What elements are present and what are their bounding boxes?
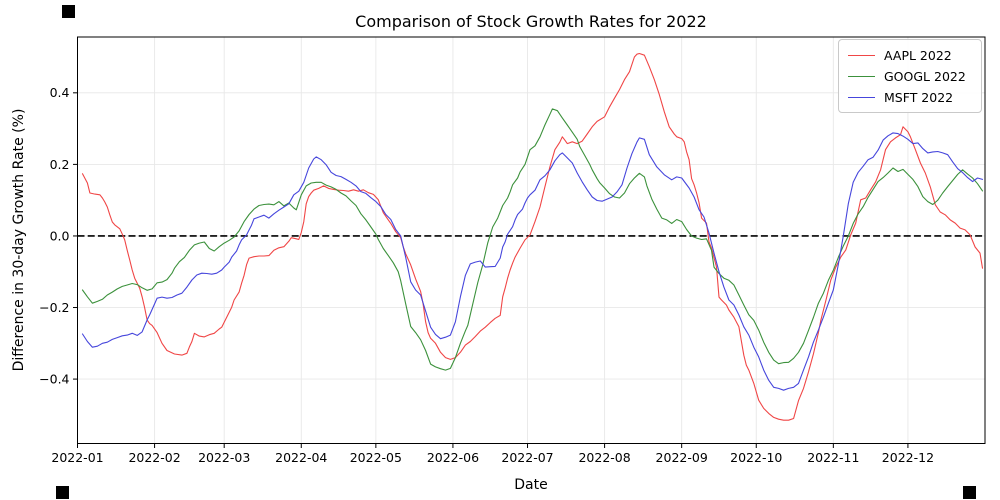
legend-item-msft: MSFT 2022	[848, 89, 972, 105]
svg-text:2022-04: 2022-04	[275, 450, 327, 465]
corner-marker-bottom-left	[56, 486, 69, 499]
svg-text:0.2: 0.2	[50, 157, 70, 172]
legend-line-swatch-msft	[848, 96, 875, 98]
svg-text:−0.4: −0.4	[39, 371, 69, 386]
svg-text:2022-10: 2022-10	[730, 450, 782, 465]
y-axis-label: Difference in 30-day Growth Rate (%)	[11, 109, 27, 372]
svg-text:2022-11: 2022-11	[807, 450, 859, 465]
svg-text:2022-02: 2022-02	[128, 450, 180, 465]
chart-title: Comparison of Stock Growth Rates for 202…	[355, 12, 707, 31]
svg-text:2022-12: 2022-12	[882, 450, 934, 465]
legend: AAPL 2022 GOOGL 2022 MSFT 2022	[838, 39, 982, 113]
axes-spines	[77, 36, 986, 444]
svg-text:2022-01: 2022-01	[51, 450, 103, 465]
data-series-lines	[81, 52, 984, 421]
svg-text:2022-08: 2022-08	[578, 450, 630, 465]
svg-text:0.4: 0.4	[50, 85, 70, 100]
legend-line-swatch-aapl	[848, 54, 875, 56]
svg-text:2022-07: 2022-07	[501, 450, 553, 465]
corner-marker-bottom-right	[963, 486, 976, 499]
legend-item-aapl: AAPL 2022	[848, 47, 972, 63]
legend-label-aapl: AAPL 2022	[884, 47, 952, 63]
svg-text:2022-03: 2022-03	[198, 450, 250, 465]
x-axis-label: Date	[514, 477, 547, 493]
legend-label-msft: MSFT 2022	[884, 89, 954, 105]
legend-line-swatch-googl	[848, 75, 875, 77]
svg-text:2022-06: 2022-06	[427, 450, 479, 465]
corner-marker-top-left	[62, 5, 75, 18]
legend-item-googl: GOOGL 2022	[848, 68, 972, 84]
legend-label-googl: GOOGL 2022	[884, 68, 966, 84]
tick-marks	[73, 92, 909, 448]
svg-text:−0.2: −0.2	[39, 300, 69, 315]
svg-text:0.0: 0.0	[50, 228, 70, 243]
svg-text:2022-05: 2022-05	[350, 450, 402, 465]
tick-labels: 2022-01 2022-02 2022-03 2022-04 2022-05 2022-…	[39, 85, 934, 465]
svg-text:2022-09: 2022-09	[656, 450, 708, 465]
